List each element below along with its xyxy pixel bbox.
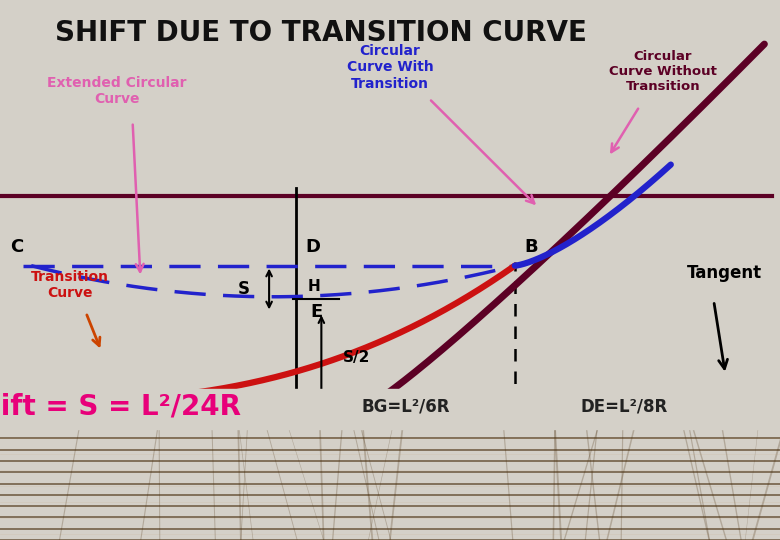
Text: SHIFT DUE TO TRANSITION CURVE: SHIFT DUE TO TRANSITION CURVE (55, 19, 587, 47)
Text: H: H (307, 279, 320, 294)
Text: Shift = S = L²/24R: Shift = S = L²/24R (0, 393, 241, 421)
Text: Extended Circular
Curve: Extended Circular Curve (48, 76, 186, 106)
Text: B: B (524, 238, 537, 256)
Text: BG=L²/6R: BG=L²/6R (361, 397, 450, 416)
Text: F: F (291, 409, 302, 427)
Text: G: G (508, 409, 522, 427)
Text: E: E (310, 302, 323, 321)
Text: S/2: S/2 (342, 349, 370, 364)
Text: Circular
Curve Without
Transition: Circular Curve Without Transition (609, 50, 717, 93)
Text: Transition
Curve: Transition Curve (31, 270, 109, 300)
Text: C: C (10, 238, 23, 256)
Text: L/2: L/2 (392, 409, 420, 427)
Text: L/2: L/2 (150, 409, 178, 427)
Text: Circular
Curve With
Transition: Circular Curve With Transition (346, 44, 434, 91)
Text: S: S (238, 280, 250, 298)
Text: DE=L²/8R: DE=L²/8R (580, 397, 668, 416)
Text: D: D (306, 238, 321, 256)
Text: A: A (25, 409, 37, 427)
Text: Tangent: Tangent (686, 265, 761, 282)
